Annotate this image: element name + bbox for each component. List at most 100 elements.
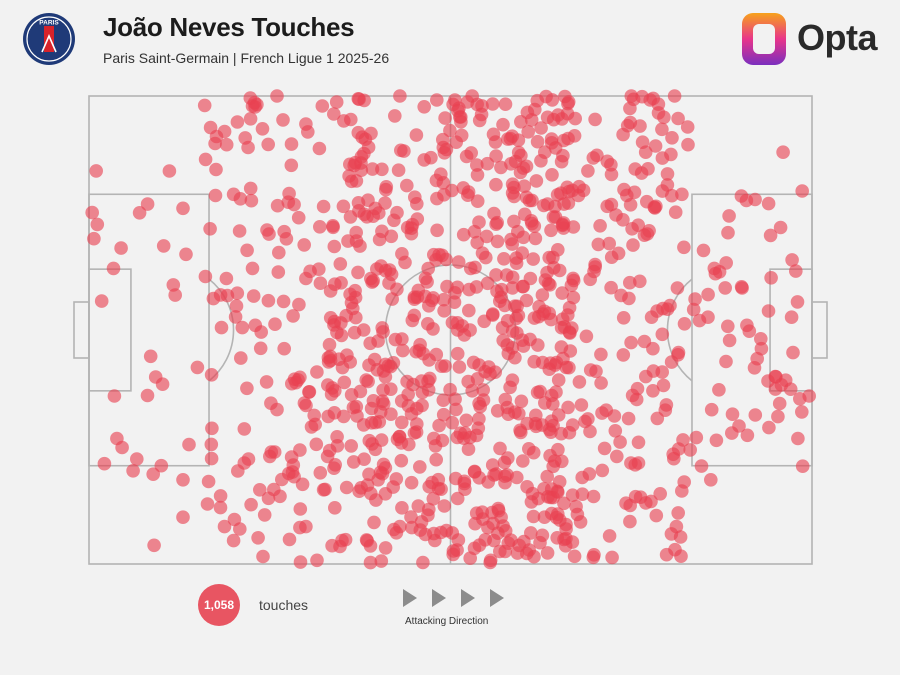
touch-point — [391, 163, 406, 177]
touch-point — [409, 128, 424, 142]
touch-point — [644, 310, 659, 325]
touch-point — [648, 139, 663, 153]
touch-point — [429, 452, 444, 467]
touch-point — [538, 396, 552, 410]
touch-point — [417, 100, 432, 114]
touch-point — [245, 261, 260, 276]
touch-point — [646, 384, 660, 398]
touch-point — [555, 454, 569, 469]
touch-point — [228, 310, 243, 324]
touch-point — [132, 206, 147, 220]
touch-point — [147, 538, 161, 553]
touch-point — [595, 463, 610, 478]
touch-point — [635, 135, 650, 149]
touch-point — [395, 501, 409, 515]
touch-point — [480, 276, 495, 291]
touch-point — [289, 375, 303, 390]
touch-point — [501, 451, 515, 465]
touch-point — [653, 487, 667, 501]
touch-point — [739, 193, 754, 208]
touch-point — [489, 177, 503, 192]
touch-point — [246, 289, 261, 303]
touch-point — [244, 497, 258, 512]
touch-point — [270, 198, 285, 213]
touch-point — [415, 385, 430, 400]
touch-point — [490, 284, 504, 299]
touch-point — [469, 428, 484, 443]
touch-point — [604, 280, 618, 295]
touch-point — [538, 273, 553, 287]
touch-point — [656, 378, 671, 393]
touch-point — [677, 317, 692, 331]
touch-point — [557, 496, 571, 511]
touch-point — [293, 502, 308, 516]
touch-point — [430, 191, 444, 206]
touch-point — [761, 196, 776, 211]
touch-point — [411, 283, 426, 298]
touch-point — [448, 392, 462, 407]
touch-point — [415, 398, 429, 413]
touch-point — [243, 112, 258, 126]
touch-point — [213, 489, 228, 503]
touch-point — [203, 222, 217, 236]
touch-point — [229, 299, 244, 313]
touch-point — [623, 198, 638, 212]
touch-point — [551, 507, 565, 521]
touch-point — [630, 381, 645, 396]
touch-point — [293, 555, 308, 569]
touch-point — [367, 515, 381, 530]
touch-point — [333, 539, 347, 554]
touch-point — [371, 334, 385, 348]
touch-point — [458, 482, 472, 497]
touch-point — [470, 194, 485, 208]
touch-point — [404, 475, 419, 490]
touch-point — [785, 253, 799, 267]
touch-point — [559, 517, 573, 532]
touch-point — [497, 251, 511, 266]
touch-point — [565, 488, 580, 503]
page-subtitle: Paris Saint-Germain | French Ligue 1 202… — [103, 50, 390, 66]
touch-point — [517, 179, 532, 193]
touch-point — [554, 340, 569, 354]
touch-point — [514, 394, 529, 409]
touch-point — [97, 456, 112, 471]
touch-point — [234, 351, 248, 365]
touch-point — [528, 231, 543, 246]
goal-right — [811, 301, 828, 359]
touch-point — [357, 452, 371, 467]
brand-name: Opta — [797, 17, 878, 58]
touch-point — [725, 407, 740, 422]
touch-point — [544, 132, 559, 146]
touch-point — [763, 228, 778, 243]
touch-point — [378, 196, 392, 210]
touch-point — [667, 89, 682, 103]
touch-point — [664, 147, 678, 162]
touch-point — [505, 186, 520, 200]
touch-point — [485, 505, 499, 520]
touch-point — [418, 527, 433, 542]
touch-point — [353, 384, 368, 399]
touch-point — [432, 418, 446, 433]
touch-point — [565, 418, 580, 432]
touch-point — [535, 418, 549, 432]
touch-count-badge: 1,058 — [198, 584, 240, 626]
touch-point — [436, 407, 451, 422]
touch-point — [505, 129, 519, 143]
touch-point — [677, 240, 691, 255]
touch-point — [534, 154, 548, 168]
touch-point — [425, 293, 439, 308]
touch-point — [470, 235, 485, 250]
touch-point — [255, 122, 270, 136]
touch-point — [295, 477, 310, 492]
touch-point — [297, 238, 312, 252]
touch-point — [452, 360, 467, 374]
touch-point — [586, 550, 601, 565]
touch-point — [328, 458, 343, 472]
touch-point — [427, 247, 441, 262]
touch-point — [261, 491, 276, 506]
touch-point — [435, 433, 450, 448]
touch-point — [532, 299, 546, 314]
touch-point — [394, 453, 409, 468]
touch-point — [445, 415, 460, 430]
touch-point — [206, 291, 221, 306]
